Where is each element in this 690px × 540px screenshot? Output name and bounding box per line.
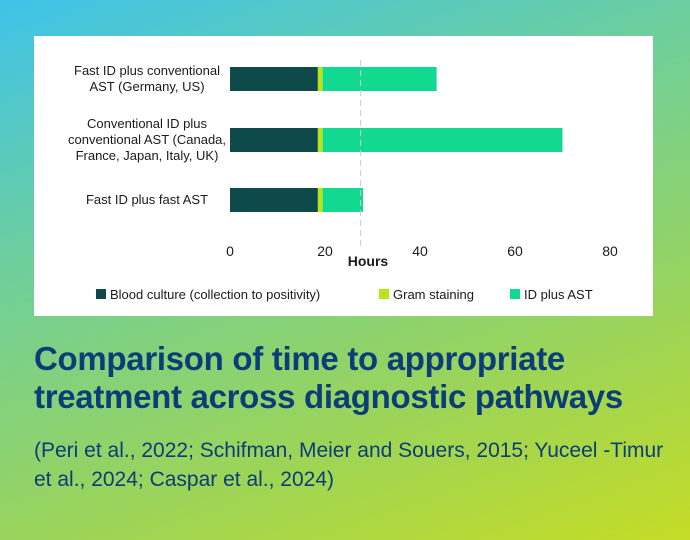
- bar-segment: [317, 128, 323, 152]
- category-label: Conventional ID plus conventional AST (Ca…: [68, 116, 226, 163]
- category-label-line: France, Japan, Italy, UK): [76, 148, 219, 163]
- x-tick-label: 20: [317, 243, 333, 259]
- legend-swatch: [510, 289, 520, 299]
- category-label-line: Conventional ID plus: [87, 116, 207, 131]
- headline: Comparison of time to appropriate treatm…: [34, 340, 623, 415]
- category-label-line: Fast ID plus conventional: [74, 63, 220, 78]
- bar-segment: [322, 188, 363, 212]
- chart-panel: Fast ID plus conventional AST (Germany, U…: [34, 36, 653, 316]
- stacked-bar-chart: Fast ID plus conventional AST (Germany, U…: [68, 60, 618, 302]
- bar-segment: [322, 67, 437, 91]
- x-tick-label: 80: [602, 243, 618, 259]
- bar-segment: [317, 188, 323, 212]
- citations: (Peri et al., 2022; Schifman, Meier and …: [34, 439, 664, 491]
- category-label-line: conventional AST (Canada,: [68, 132, 226, 147]
- category-label-line: Fast ID plus fast AST: [86, 192, 208, 207]
- legend-swatch: [379, 289, 389, 299]
- category-label-line: AST (Germany, US): [89, 79, 204, 94]
- category-label: Fast ID plus fast AST: [86, 192, 208, 207]
- x-tick-label: 40: [412, 243, 428, 259]
- x-tick-label: 0: [226, 243, 234, 259]
- bar-segment: [230, 188, 318, 212]
- legend-swatch: [96, 289, 106, 299]
- legend-label: ID plus AST: [524, 287, 593, 302]
- bar-segment: [230, 67, 318, 91]
- x-tick-label: 60: [507, 243, 523, 259]
- bar-segment: [317, 67, 323, 91]
- legend-label: Blood culture (collection to positivity): [110, 287, 320, 302]
- x-axis-title: Hours: [348, 253, 389, 269]
- category-label: Fast ID plus conventional AST (Germany, U…: [74, 63, 220, 94]
- legend-label: Gram staining: [393, 287, 474, 302]
- bar-segment: [230, 128, 318, 152]
- bar-segment: [322, 128, 563, 152]
